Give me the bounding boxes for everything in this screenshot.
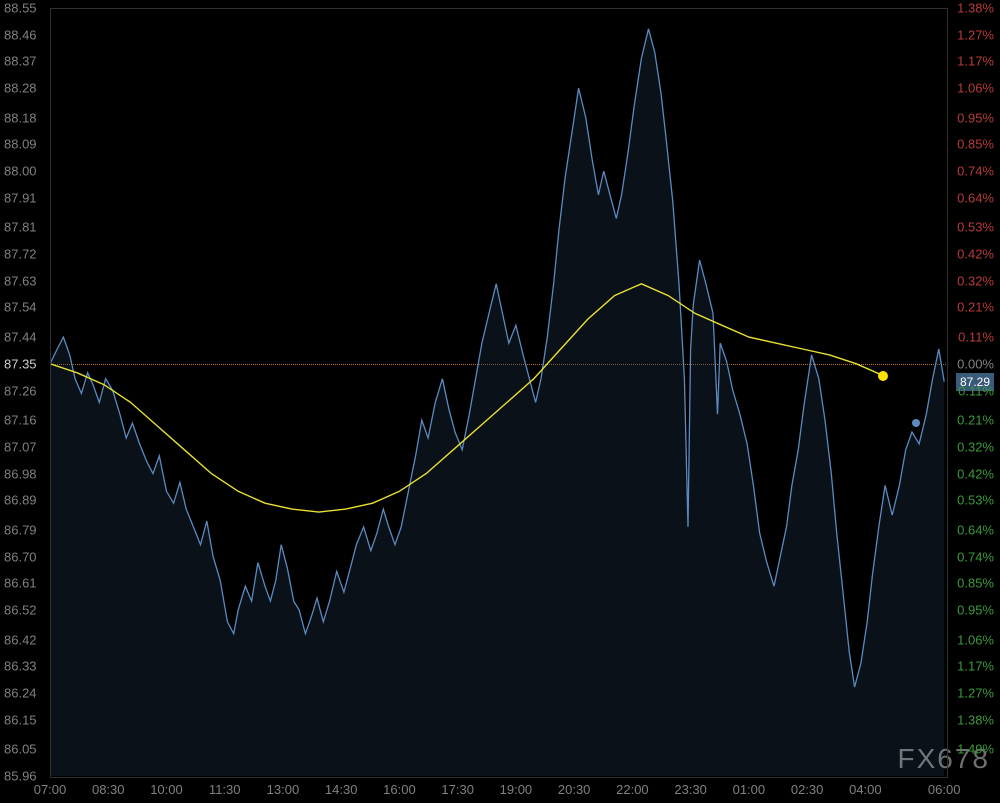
x-tick: 11:30 [209, 782, 241, 797]
y-right-tick: 0.95% [957, 602, 994, 617]
y-left-tick: 86.98 [4, 466, 37, 481]
y-left-tick: 88.37 [4, 54, 37, 69]
y-left-tick: 87.35 [4, 356, 37, 371]
y-left-tick: 86.70 [4, 549, 37, 564]
y-right-tick: 0.74% [957, 549, 994, 564]
y-right-tick: 1.38% [957, 1, 994, 16]
x-tick: 20:30 [558, 782, 591, 797]
y-left-tick: 88.46 [4, 27, 37, 42]
y-left-tick: 87.72 [4, 247, 37, 262]
y-right-tick: 1.06% [957, 632, 994, 647]
y-left-tick: 86.15 [4, 712, 37, 727]
plot-area[interactable]: 87.29 [50, 8, 946, 776]
y-right-tick: 1.17% [957, 659, 994, 674]
x-tick: 07:00 [34, 782, 67, 797]
y-left-tick: 88.55 [4, 1, 37, 16]
y-right-tick: 0.21% [957, 413, 994, 428]
y-right-tick: 1.27% [957, 27, 994, 42]
y-left-tick: 87.63 [4, 273, 37, 288]
y-right-tick: 1.06% [957, 81, 994, 96]
y-left-tick: 86.79 [4, 522, 37, 537]
x-tick: 14:30 [325, 782, 358, 797]
ma-series [50, 8, 946, 776]
y-right-tick: 0.85% [957, 137, 994, 152]
x-tick: 08:30 [92, 782, 125, 797]
y-right-tick: 1.17% [957, 54, 994, 69]
marker-dot [912, 419, 920, 427]
y-right-tick: 0.42% [957, 247, 994, 262]
y-right-tick: 0.32% [957, 439, 994, 454]
y-left-tick: 87.16 [4, 413, 37, 428]
y-left-tick: 88.28 [4, 81, 37, 96]
y-left-tick: 86.61 [4, 576, 37, 591]
y-right-tick: 0.21% [957, 300, 994, 315]
y-right-tick: 0.64% [957, 522, 994, 537]
x-tick: 22:00 [616, 782, 649, 797]
y-right-tick: 0.11% [958, 383, 994, 398]
y-right-tick: 1.27% [957, 685, 994, 700]
y-right-tick: 0.95% [957, 110, 994, 125]
marker-dot [878, 371, 888, 381]
x-tick: 19:00 [500, 782, 533, 797]
y-left-tick: 88.00 [4, 164, 37, 179]
x-tick: 02:30 [791, 782, 824, 797]
y-left-tick: 87.54 [4, 300, 37, 315]
y-right-tick: 1.38% [957, 712, 994, 727]
y-left-tick: 88.09 [4, 137, 37, 152]
y-left-tick: 86.42 [4, 632, 37, 647]
x-tick: 06:00 [928, 782, 961, 797]
y-left-tick: 86.52 [4, 602, 37, 617]
y-right-tick: 0.11% [958, 330, 994, 345]
y-left-tick: 87.91 [4, 190, 37, 205]
x-tick: 17:30 [441, 782, 474, 797]
x-tick: 01:00 [733, 782, 766, 797]
y-left-tick: 86.24 [4, 685, 37, 700]
y-left-tick: 86.05 [4, 742, 37, 757]
x-tick: 04:00 [849, 782, 882, 797]
y-right-tick: 0.32% [957, 273, 994, 288]
x-tick: 10:00 [150, 782, 183, 797]
y-right-tick: 0.53% [957, 220, 994, 235]
y-right-tick: 0.53% [957, 493, 994, 508]
x-tick: 16:00 [383, 782, 416, 797]
y-left-tick: 87.81 [4, 220, 37, 235]
y-right-tick: 1.49% [957, 742, 994, 757]
y-left-tick: 86.89 [4, 493, 37, 508]
y-right-tick: 0.00% [957, 356, 994, 371]
y-left-tick: 87.44 [4, 330, 37, 345]
y-right-tick: 0.42% [957, 466, 994, 481]
y-right-tick: 0.64% [957, 190, 994, 205]
y-left-tick: 85.96 [4, 769, 37, 784]
y-right-tick: 0.85% [957, 576, 994, 591]
y-left-tick: 87.07 [4, 439, 37, 454]
x-tick: 13:00 [267, 782, 300, 797]
x-tick: 23:30 [674, 782, 707, 797]
y-left-tick: 88.18 [4, 110, 37, 125]
chart-container: 87.29 FX678 88.5588.4688.3788.2888.1888.… [0, 0, 1000, 803]
y-right-tick: 0.74% [957, 164, 994, 179]
y-left-tick: 87.26 [4, 383, 37, 398]
y-left-tick: 86.33 [4, 659, 37, 674]
